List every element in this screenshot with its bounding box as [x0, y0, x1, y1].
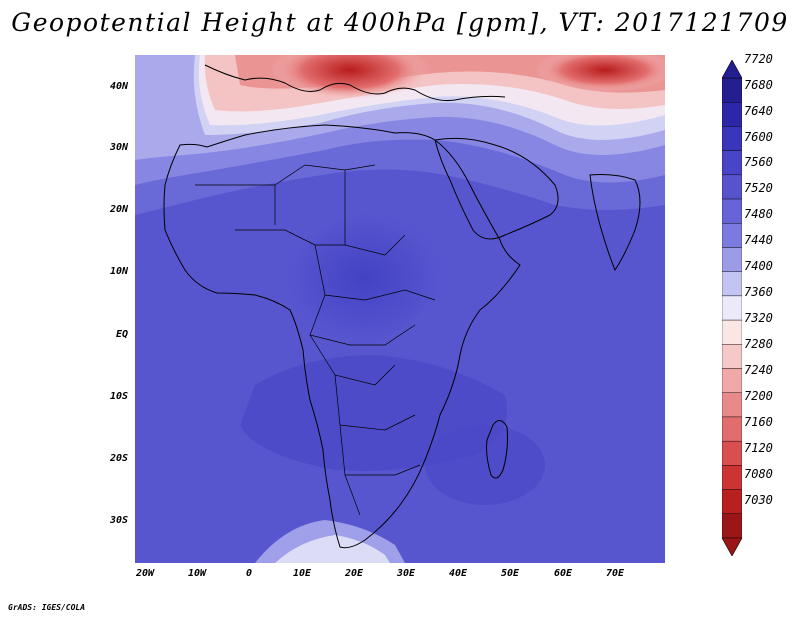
colorbar-label-7680: 7680 [744, 78, 773, 92]
lat-label-20n: 20N [109, 204, 128, 215]
colorbar-top-arrow [722, 60, 742, 79]
colorbar-bottom-arrow [722, 537, 742, 556]
field-high-madagascar [425, 425, 545, 505]
colorbar-label-7440: 7440 [744, 233, 773, 247]
colorbar-segment [722, 295, 742, 321]
colorbar-segment [722, 126, 742, 151]
colorbar-segment [722, 271, 742, 297]
colorbar-label-7480: 7480 [744, 207, 773, 221]
colorbar-segment [722, 77, 742, 103]
colorbar-segment [722, 174, 742, 200]
colorbar-segment [722, 489, 742, 514]
colorbar-label-7320: 7320 [744, 311, 773, 325]
map-panel [135, 55, 665, 563]
lon-label-60e: 60E [553, 568, 573, 579]
lon-label-10e: 10E [292, 568, 312, 579]
colorbar-label-7200: 7200 [744, 389, 773, 403]
colorbar-label-7360: 7360 [744, 285, 773, 299]
field-low-europe [270, 55, 430, 100]
colorbar-segment [722, 319, 742, 345]
colorbar-label-7240: 7240 [744, 363, 773, 377]
lon-label-10w: 10W [187, 568, 207, 579]
colorbar-label-7030: 7030 [744, 493, 773, 507]
arabia-outline [434, 137, 559, 240]
colorbar-segment [722, 247, 742, 272]
colorbar-segment [722, 223, 742, 248]
colorbar-segment [722, 344, 742, 369]
colorbar-segment [722, 102, 742, 127]
lat-label-40n: 40N [109, 81, 128, 92]
field-low-asia [535, 55, 665, 92]
lat-label-eq: EQ [115, 329, 128, 340]
colorbar-label-7520: 7520 [744, 181, 773, 195]
colorbar-label-7120: 7120 [744, 441, 773, 455]
colorbar-label-7080: 7080 [744, 467, 773, 481]
lon-label-70e: 70E [605, 568, 625, 579]
colorbar-segment [722, 198, 742, 224]
geopotential-field-map [135, 55, 665, 563]
colorbar-label-7400: 7400 [744, 259, 773, 273]
colorbar-label-7640: 7640 [744, 104, 773, 118]
colorbar-segment [722, 392, 742, 418]
lat-label-10n: 10N [109, 266, 128, 277]
lat-label-20s: 20S [109, 453, 128, 464]
field-south-lighter [275, 535, 390, 563]
colorbar-segment [722, 513, 742, 539]
colorbar-segment [722, 440, 742, 466]
lon-label-30e: 30E [396, 568, 416, 579]
colorbar-label-7280: 7280 [744, 337, 773, 351]
lat-label-30n: 30N [109, 142, 128, 153]
colorbar-label-7160: 7160 [744, 415, 773, 429]
lat-label-10s: 10S [109, 391, 128, 402]
colorbar-segment [722, 465, 742, 490]
chart-title: Geopotential Height at 400hPa [gpm], VT:… [11, 8, 789, 37]
footer-credit: GrADS: IGES/COLA [8, 603, 86, 612]
europe-coast [204, 64, 506, 101]
lon-label-0: 0 [245, 568, 253, 579]
lon-label-20e: 20E [344, 568, 364, 579]
africa-coastline [163, 124, 521, 549]
colorbar [722, 60, 742, 556]
colorbar-label-7560: 7560 [744, 155, 773, 169]
lat-label-30s: 30S [109, 515, 128, 526]
colorbar-segment [722, 368, 742, 393]
lon-label-50e: 50E [500, 568, 520, 579]
colorbar-label-7720: 7720 [744, 52, 773, 66]
country-borders [195, 164, 436, 516]
colorbar-segment [722, 416, 742, 442]
colorbar-segment [722, 150, 742, 176]
lon-label-20w: 20W [135, 568, 155, 579]
colorbar-label-7600: 7600 [744, 130, 773, 144]
madagascar-outline [486, 420, 508, 479]
india-outline [589, 174, 641, 272]
lon-label-40e: 40E [448, 568, 468, 579]
